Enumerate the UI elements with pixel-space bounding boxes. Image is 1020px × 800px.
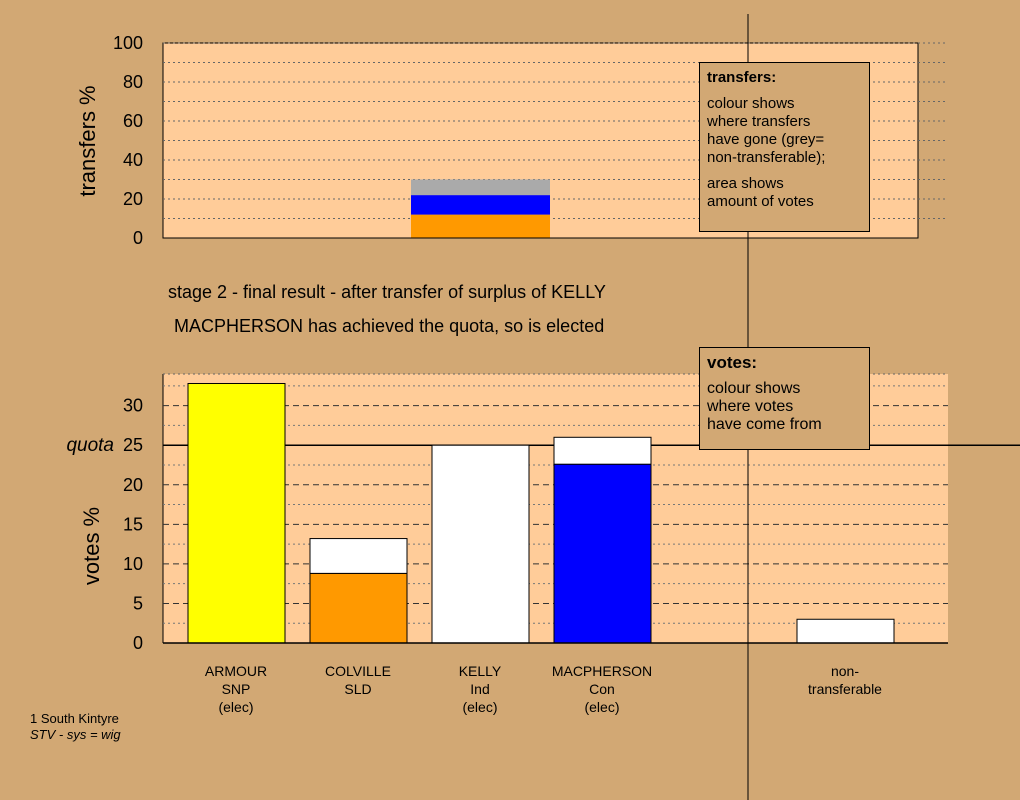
legend-spacer: [707, 167, 862, 175]
transfer-bar-segment: [411, 195, 550, 215]
transfer-bar-segment: [411, 179, 550, 196]
candidate-name: ARMOUR: [204, 663, 268, 679]
votes-y-tick-label: 15: [123, 514, 143, 534]
transfers-y-tick-label: 20: [123, 189, 143, 209]
constituency-label: 1 South Kintyre: [30, 711, 119, 726]
votes-legend-title: votes:: [707, 353, 758, 372]
stage-message: stage 2 - final result - after transfer …: [168, 282, 606, 302]
votes-chart: 0 5 10 15 20 25 30 votes % quota: [66, 373, 1020, 653]
transfers-y-tick-label: 60: [123, 111, 143, 131]
transfers-legend: transfers: colour shows where transfers …: [699, 62, 870, 232]
transfers-legend-line: colour shows: [707, 95, 795, 112]
transfers-legend-line: where transfers: [707, 113, 811, 130]
transfers-legend-line: amount of votes: [707, 193, 814, 210]
vote-bar-segment: [187, 382, 286, 644]
votes-legend: votes: colour shows where votes have com…: [699, 347, 870, 450]
vote-bar-segment: [553, 463, 652, 644]
transfer-bar-segment: [411, 214, 550, 238]
votes-y-tick-label: 0: [133, 633, 143, 653]
votes-y-tick-label: 20: [123, 475, 143, 495]
result-message: MACPHERSON has achieved the quota, so is…: [174, 316, 605, 336]
transfers-y-tick-label: 80: [123, 72, 143, 92]
vote-bar-segment: [431, 444, 530, 644]
votes-y-tick-label: 5: [133, 593, 143, 613]
vote-bar-segment: [796, 618, 895, 644]
transfers-legend-title: transfers:: [707, 69, 777, 86]
candidate-label-armour: ARMOUR SNP (elec): [166, 662, 306, 716]
votes-legend-line: where votes: [707, 398, 794, 415]
candidate-status: (elec): [462, 699, 498, 715]
votes-y-tick-label: 10: [123, 554, 143, 574]
vote-bar-segment: [309, 572, 408, 644]
transfers-y-tick-label: 0: [133, 228, 143, 248]
candidate-party: SLD: [344, 681, 372, 697]
candidate-name: KELLY: [458, 663, 502, 679]
candidate-status: (elec): [218, 699, 254, 715]
quota-label: quota: [66, 435, 114, 456]
transfers-y-axis-label: transfers %: [75, 85, 100, 196]
candidate-label-non-transferable: non- transferable: [775, 662, 915, 698]
candidate-name: COLVILLE: [325, 663, 391, 679]
candidate-party: Con: [589, 681, 615, 697]
transfers-legend-line: have gone (grey=: [707, 131, 825, 148]
candidate-status: (elec): [584, 699, 620, 715]
votes-legend-line: colour shows: [707, 380, 801, 397]
candidate-name: MACPHERSON: [551, 663, 653, 679]
candidate-label-kelly: KELLY Ind (elec): [410, 662, 550, 716]
votes-y-tick-label: 25: [123, 435, 143, 455]
votes-y-tick-label: 30: [123, 396, 143, 416]
votes-y-axis-label: votes %: [79, 507, 104, 585]
vote-bar-segment: [309, 538, 408, 574]
transfers-y-tick-label: 40: [123, 150, 143, 170]
system-label: STV - sys = wig: [30, 727, 121, 742]
candidate-party: Ind: [470, 681, 490, 697]
candidate-party: SNP: [221, 681, 251, 697]
vote-bar-segment: [553, 436, 652, 465]
candidate-name: non-: [830, 663, 860, 679]
transfers-legend-line: area shows: [707, 175, 784, 192]
footer: 1 South Kintyre STV - sys = wig: [30, 711, 121, 743]
votes-legend-line: have come from: [707, 416, 822, 433]
candidate-label-macpherson: MACPHERSON Con (elec): [532, 662, 672, 716]
transfers-legend-line: non-transferable);: [707, 149, 826, 166]
candidate-name: transferable: [808, 681, 882, 697]
transfers-y-tick-label: 100: [113, 33, 143, 53]
candidate-label-colville: COLVILLE SLD: [288, 662, 428, 698]
